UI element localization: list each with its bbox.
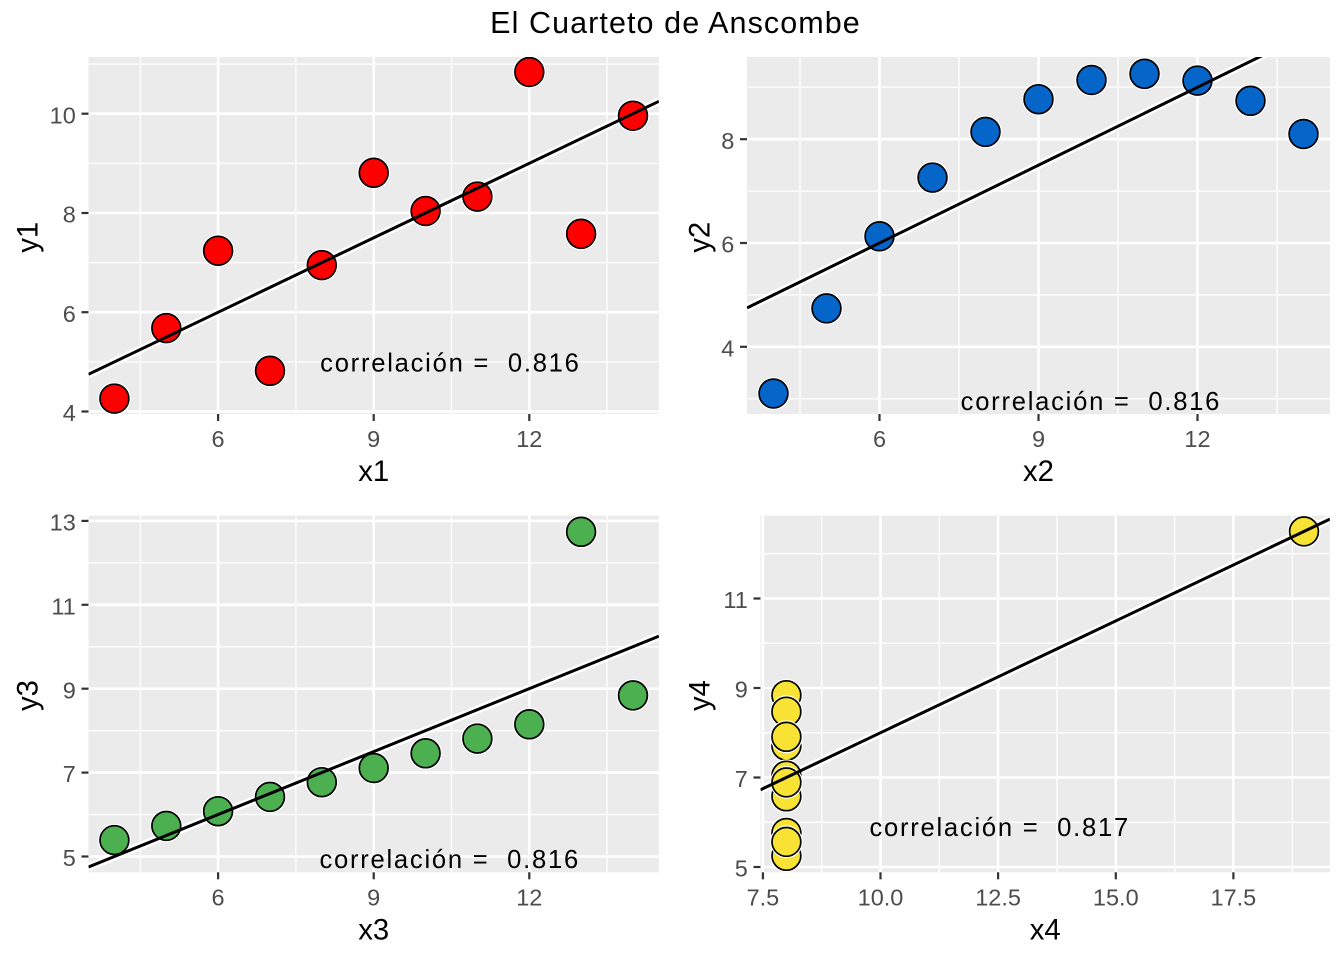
svg-text:9: 9 — [367, 884, 380, 910]
svg-text:correlación = 0.817: correlación = 0.817 — [869, 814, 1130, 842]
svg-text:y1: y1 — [11, 222, 44, 253]
svg-text:y2: y2 — [684, 222, 717, 253]
svg-text:6: 6 — [212, 884, 225, 910]
svg-text:8: 8 — [721, 128, 734, 154]
svg-text:10.0: 10.0 — [858, 884, 904, 910]
svg-text:10: 10 — [50, 102, 76, 128]
svg-text:6: 6 — [873, 426, 886, 452]
svg-text:7: 7 — [735, 766, 748, 792]
svg-text:5: 5 — [735, 856, 748, 882]
svg-text:11: 11 — [723, 587, 747, 613]
svg-text:x1: x1 — [358, 455, 389, 488]
svg-text:correlación = 0.816: correlación = 0.816 — [320, 349, 581, 377]
svg-text:12.5: 12.5 — [975, 884, 1021, 910]
svg-text:13: 13 — [50, 510, 76, 536]
svg-text:7: 7 — [63, 761, 76, 787]
svg-text:9: 9 — [735, 677, 748, 703]
svg-text:12: 12 — [1184, 426, 1210, 452]
svg-text:11: 11 — [51, 593, 75, 619]
svg-text:El Cuarteto de Anscombe: El Cuarteto de Anscombe — [490, 6, 861, 40]
svg-text:8: 8 — [63, 202, 76, 228]
svg-text:9: 9 — [367, 426, 380, 452]
svg-text:4: 4 — [721, 335, 734, 361]
svg-text:9: 9 — [1032, 426, 1045, 452]
svg-text:6: 6 — [721, 232, 734, 258]
svg-text:6: 6 — [63, 301, 76, 327]
svg-text:x4: x4 — [1030, 914, 1061, 947]
svg-text:x2: x2 — [1023, 455, 1054, 488]
svg-text:12: 12 — [516, 884, 542, 910]
svg-text:x3: x3 — [358, 914, 389, 947]
svg-text:correlación = 0.816: correlación = 0.816 — [319, 846, 580, 874]
svg-text:17.5: 17.5 — [1211, 884, 1257, 910]
svg-text:7.5: 7.5 — [747, 884, 780, 910]
svg-text:y3: y3 — [11, 680, 44, 711]
svg-text:12: 12 — [516, 426, 542, 452]
svg-text:5: 5 — [63, 845, 76, 871]
svg-text:6: 6 — [212, 426, 225, 452]
svg-text:4: 4 — [63, 400, 76, 426]
svg-text:9: 9 — [63, 677, 76, 703]
svg-text:y4: y4 — [684, 680, 717, 711]
svg-text:15.0: 15.0 — [1093, 884, 1139, 910]
svg-text:correlación = 0.816: correlación = 0.816 — [961, 388, 1222, 416]
